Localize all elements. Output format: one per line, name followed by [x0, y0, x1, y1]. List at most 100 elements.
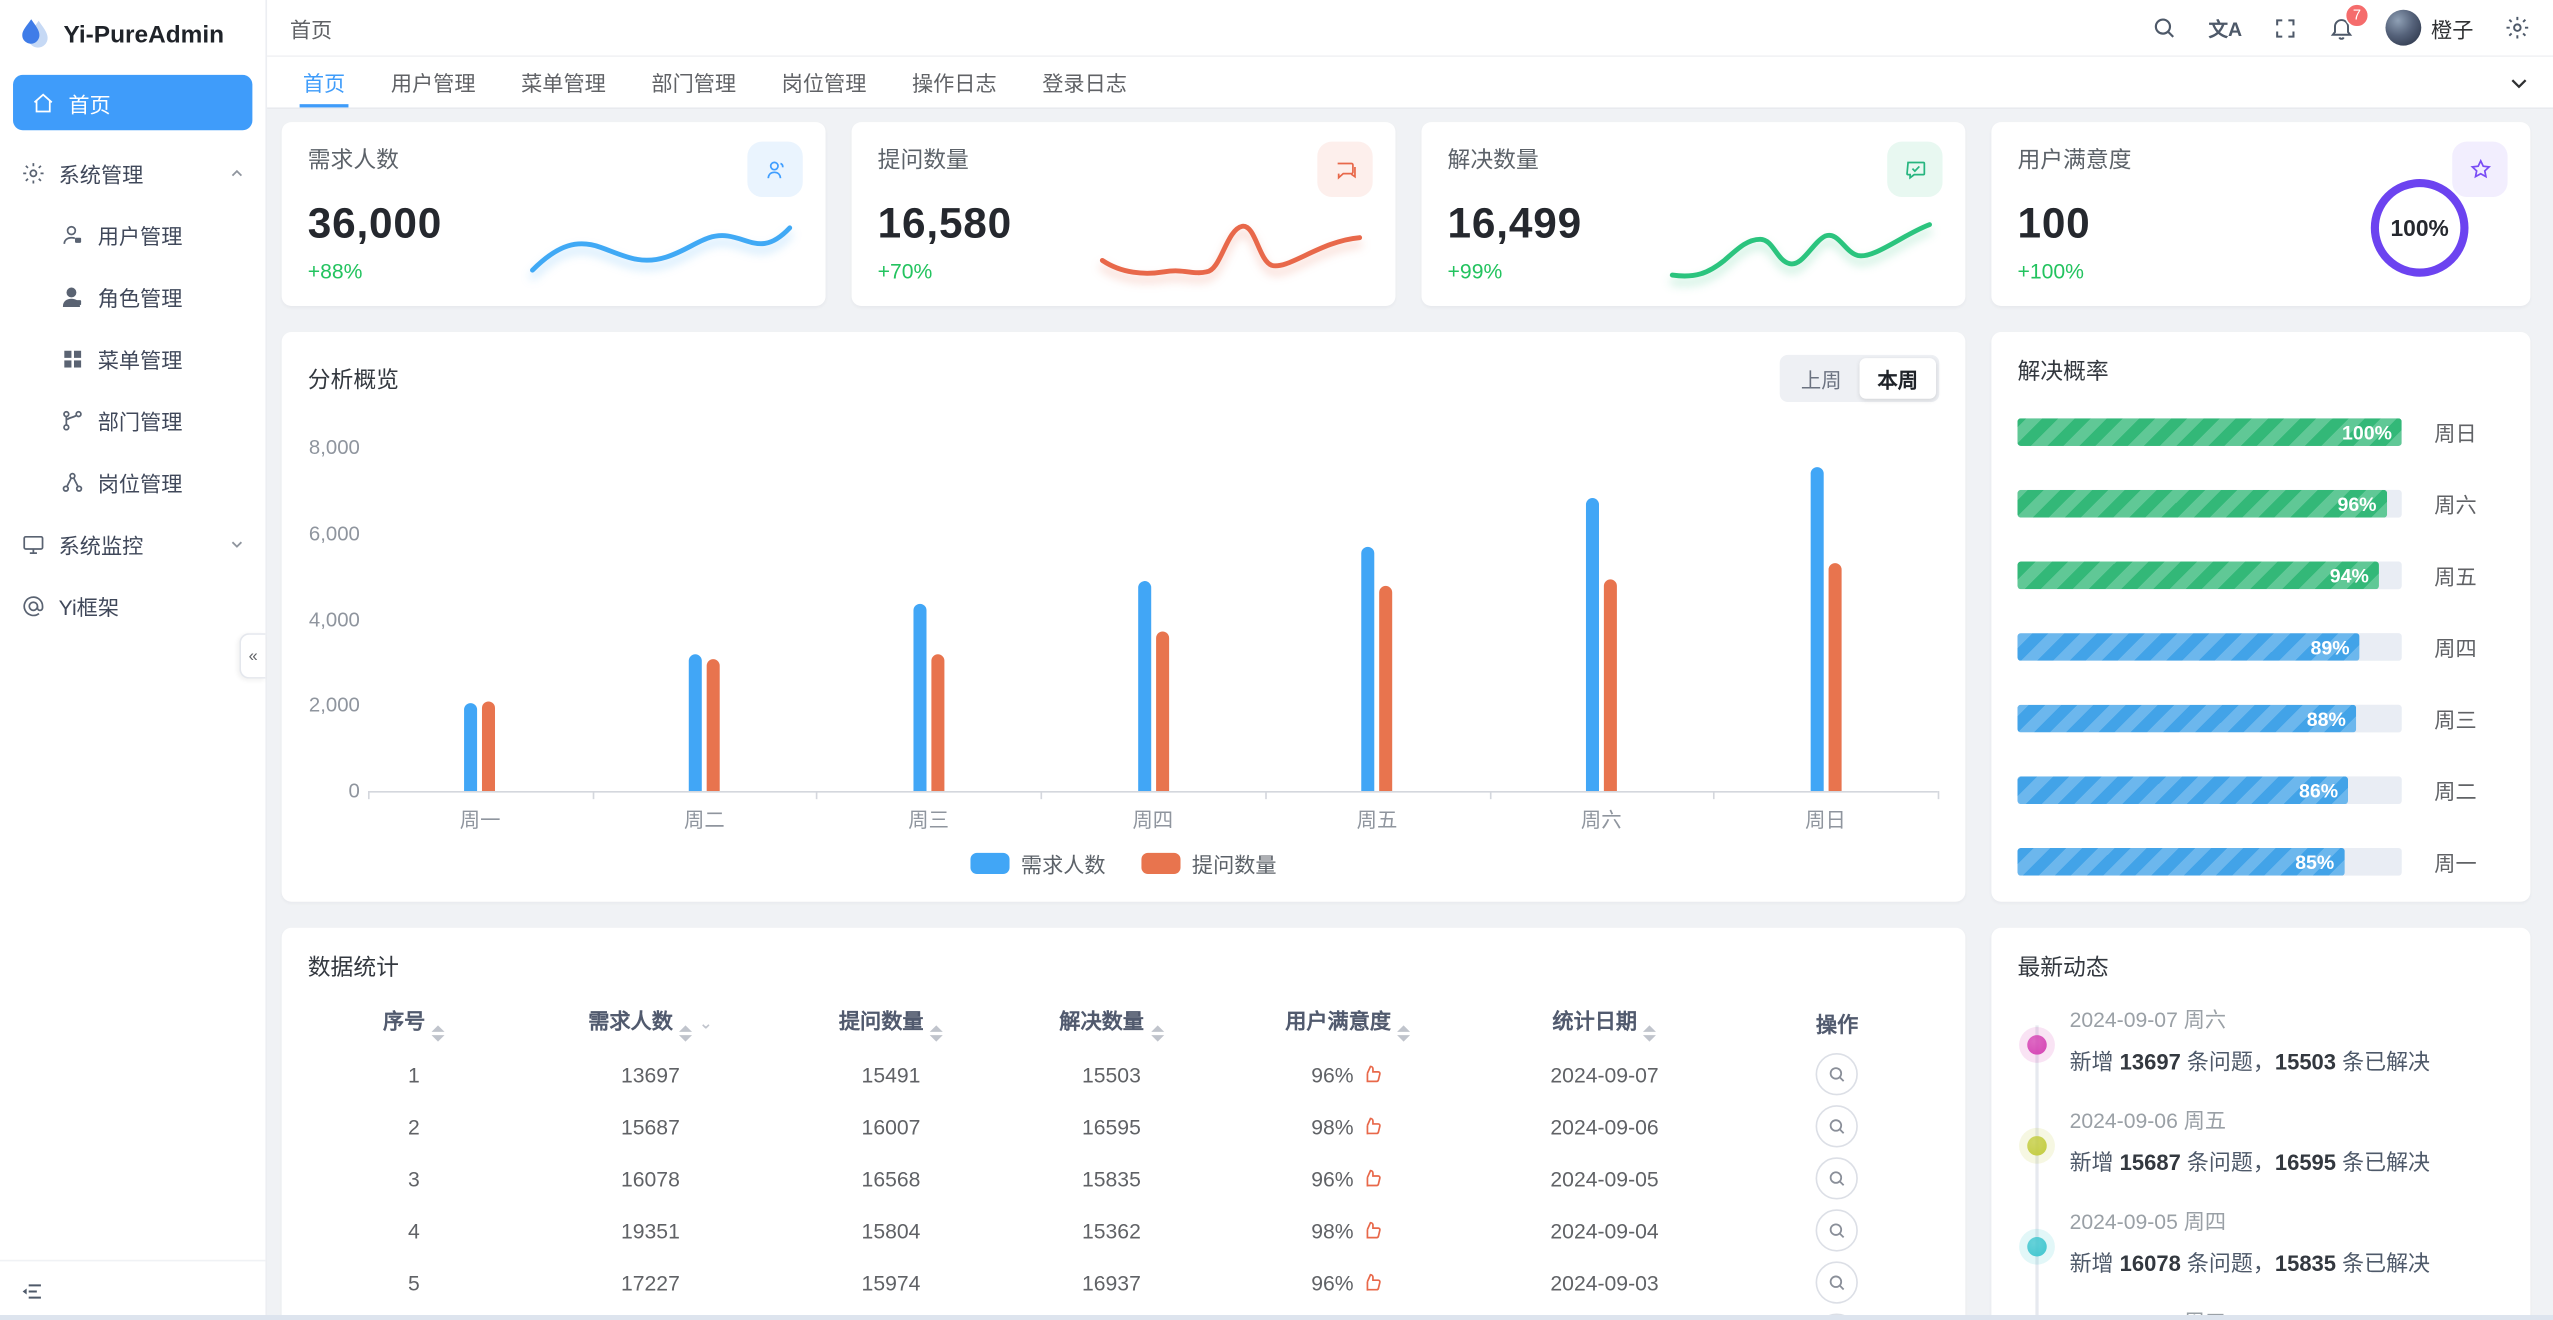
- branch-icon: [59, 407, 85, 433]
- legend-item-需求人数[interactable]: 需求人数: [970, 848, 1106, 879]
- sidebar-item-system-management[interactable]: 系统管理: [0, 143, 265, 202]
- sparkline-chart: [523, 205, 803, 290]
- progress-fill: 94%: [2017, 561, 2379, 590]
- bar-提问数量-周二: [706, 659, 720, 791]
- column-header-统计日期[interactable]: 统计日期: [1474, 996, 1735, 1048]
- sort-caret-icon[interactable]: [1397, 1024, 1411, 1041]
- chat-icon: [1317, 141, 1373, 197]
- legend-swatch: [1141, 852, 1181, 875]
- progress-day-label: 周四: [2434, 636, 2477, 661]
- satisfaction-value: 96%: [1311, 1270, 1354, 1295]
- solve-probability-card: 解决概率 100% 周日 96% 周六 94% 周五 89% 周四 88% 周三 86% 周二 85% 周…: [1991, 332, 2531, 902]
- this-week-button[interactable]: 本周: [1859, 358, 1937, 399]
- sort-caret-icon[interactable]: [1150, 1024, 1164, 1041]
- home-icon: [29, 90, 55, 116]
- table-cell: 15804: [861, 1218, 921, 1243]
- stat-card-2: 提问数量 16,580 +70%: [851, 122, 1396, 306]
- tabs-chevron-down-icon[interactable]: [2508, 71, 2544, 94]
- sidebar-item-home[interactable]: 首页: [13, 74, 253, 131]
- tab-岗位管理[interactable]: 岗位管理: [781, 71, 867, 97]
- x-axis-tick: [1713, 791, 1716, 800]
- sidebar-item-position-management[interactable]: 岗位管理: [0, 452, 265, 511]
- table-title: 数据统计: [307, 953, 399, 980]
- horizontal-scrollbar[interactable]: [0, 1315, 2553, 1320]
- x-axis-label: 周五: [1356, 808, 1398, 832]
- table-cell: 96%: [1222, 1048, 1475, 1100]
- bell-icon[interactable]: 7: [2328, 3, 2370, 41]
- stat-card-change: +99%: [1447, 258, 1503, 284]
- x-axis-label: 周六: [1580, 808, 1622, 832]
- table-row: 3 16078 16568 15835 96% 2024-09-05: [308, 1152, 1940, 1204]
- sort-caret-icon[interactable]: [679, 1024, 693, 1041]
- x-axis-label: 周四: [1132, 808, 1174, 832]
- sidebar-item-label: 岗位管理: [97, 471, 183, 496]
- sidebar-item-menu-management[interactable]: 菜单管理: [0, 329, 265, 388]
- legend-item-提问数量[interactable]: 提问数量: [1141, 848, 1277, 879]
- search-icon[interactable]: [2151, 15, 2177, 41]
- gear-icon[interactable]: [2504, 15, 2530, 41]
- column-header-解决数量[interactable]: 解决数量: [1001, 996, 1221, 1048]
- tab-首页[interactable]: 首页: [280, 57, 368, 108]
- column-header-用户满意度[interactable]: 用户满意度: [1222, 996, 1475, 1048]
- table-cell: 15835: [1081, 1166, 1141, 1191]
- monitor-icon: [20, 531, 46, 557]
- grid-icon: [59, 345, 85, 371]
- bar-提问数量-周日: [1827, 562, 1842, 791]
- probability-title: 解决概率: [2017, 358, 2109, 385]
- table-cell: 5: [408, 1270, 420, 1295]
- thumb-up-icon: [1362, 1271, 1385, 1294]
- timeline-dot: [2027, 1236, 2047, 1257]
- stat-card-1: 需求人数 36,000 +88%: [281, 122, 826, 306]
- progress-track: 89%: [2017, 633, 2402, 661]
- topbar: 首页 文A: [267, 0, 2553, 56]
- sidebar-item-yi-framework[interactable]: Yi框架: [0, 576, 265, 635]
- table-cell: 16078: [620, 1166, 680, 1191]
- sidebar-item-role-management[interactable]: 角色管理: [0, 267, 265, 326]
- tab-登录日志[interactable]: 登录日志: [1042, 71, 1127, 97]
- sidebar-item-department-management[interactable]: 部门管理: [0, 391, 265, 450]
- filter-chevron-down-icon[interactable]: ⌄: [698, 1014, 713, 1033]
- tab-操作日志[interactable]: 操作日志: [911, 71, 997, 97]
- sort-caret-icon[interactable]: [431, 1024, 445, 1041]
- fullscreen-icon[interactable]: [2273, 15, 2297, 39]
- probability-row-周二: 86% 周二: [2017, 775, 2504, 806]
- table-cell: 15974: [861, 1270, 921, 1295]
- last-week-button[interactable]: 上周: [1800, 369, 1842, 393]
- x-axis-tick: [367, 791, 370, 800]
- view-detail-button[interactable]: [1815, 1209, 1859, 1252]
- message-check-icon: [1887, 141, 1943, 197]
- logo[interactable]: Yi-PureAdmin: [0, 0, 265, 68]
- view-detail-button[interactable]: [1815, 1053, 1859, 1096]
- stat-card-title: 需求人数: [307, 146, 399, 173]
- sidebar-item-user-management[interactable]: 用户管理: [0, 205, 265, 264]
- avatar: [2385, 9, 2422, 46]
- progress-day-label: 周六: [2434, 493, 2477, 518]
- view-detail-button[interactable]: [1815, 1105, 1859, 1148]
- progress-day-label: 周五: [2434, 564, 2477, 590]
- column-header-需求人数[interactable]: 需求人数 ⌄: [520, 996, 781, 1048]
- menu-fold-icon[interactable]: [20, 1278, 44, 1302]
- view-detail-button[interactable]: [1815, 1157, 1859, 1200]
- column-header-序号[interactable]: 序号: [308, 996, 520, 1048]
- sort-caret-icon[interactable]: [1643, 1024, 1657, 1041]
- sidebar-item-label: 用户管理: [97, 223, 183, 249]
- stat-card-title: 解决数量: [1447, 146, 1539, 173]
- x-axis-tick: [1040, 791, 1043, 800]
- column-header-提问数量[interactable]: 提问数量: [781, 996, 1001, 1048]
- sidebar-collapse-handle[interactable]: «: [239, 633, 266, 679]
- sort-caret-icon[interactable]: [930, 1024, 944, 1041]
- tab-用户管理[interactable]: 用户管理: [390, 71, 476, 97]
- translate-icon[interactable]: 文A: [2208, 17, 2243, 40]
- user-menu[interactable]: 橙子: [2385, 9, 2473, 46]
- bar-提问数量-周五: [1379, 586, 1393, 791]
- tab-部门管理[interactable]: 部门管理: [651, 71, 737, 97]
- bar-需求人数-周六: [1585, 498, 1599, 791]
- sidebar-item-system-monitor[interactable]: 系统监控: [0, 514, 265, 573]
- bar-chart: 0 2,000 4,000 6,000 8,000 周一 周二 周三 周四 周五 周六 周日: [308, 425, 1940, 832]
- view-detail-button[interactable]: [1815, 1261, 1859, 1304]
- sparkline-chart: [1093, 205, 1373, 290]
- table-cell: 13697: [620, 1062, 680, 1087]
- tab-菜单管理[interactable]: 菜单管理: [521, 71, 606, 97]
- stat-card-4: 用户满意度 100 +100% 100%: [1991, 122, 2531, 306]
- latest-news-card: 最新动态 2024-09-07 周六 新增 13697 条问题，15503 条已解…: [1991, 927, 2531, 1320]
